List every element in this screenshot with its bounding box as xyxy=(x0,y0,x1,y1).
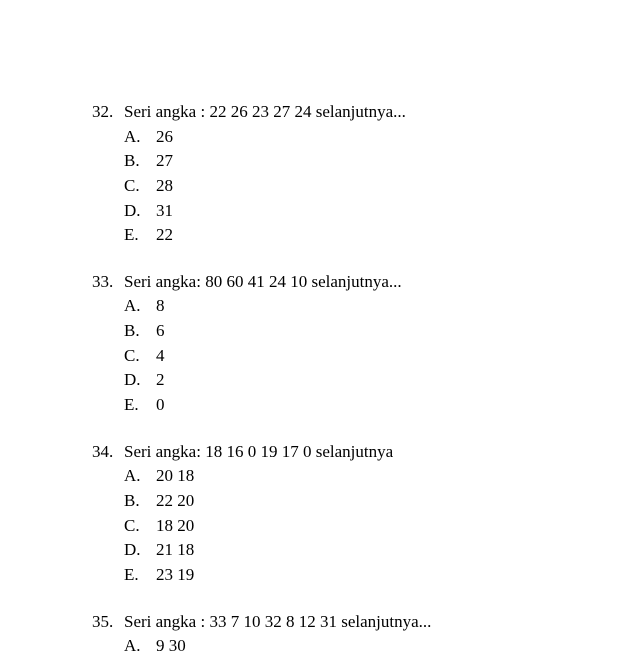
option-d: D. 2 xyxy=(124,368,638,393)
option-value: 27 xyxy=(156,149,638,174)
option-b: B. 6 xyxy=(124,319,638,344)
question-32: 32. Seri angka : 22 26 23 27 24 selanjut… xyxy=(92,100,638,248)
option-c: C. 28 xyxy=(124,174,638,199)
options-list: A. 8 B. 6 C. 4 D. 2 E. 0 xyxy=(92,294,638,417)
options-list: A. 9 30 xyxy=(92,634,638,659)
question-line: 32. Seri angka : 22 26 23 27 24 selanjut… xyxy=(92,100,638,125)
option-c: C. 18 20 xyxy=(124,514,638,539)
option-value: 20 18 xyxy=(156,464,638,489)
document-body: 32. Seri angka : 22 26 23 27 24 selanjut… xyxy=(92,100,638,659)
question-line: 34. Seri angka: 18 16 0 19 17 0 selanjut… xyxy=(92,440,638,465)
option-d: D. 21 18 xyxy=(124,538,638,563)
option-letter: D. xyxy=(124,538,156,563)
option-letter: C. xyxy=(124,514,156,539)
options-list: A. 26 B. 27 C. 28 D. 31 E. 22 xyxy=(92,125,638,248)
option-letter: A. xyxy=(124,125,156,150)
question-number: 32. xyxy=(92,100,124,125)
question-34: 34. Seri angka: 18 16 0 19 17 0 selanjut… xyxy=(92,440,638,588)
option-letter: D. xyxy=(124,368,156,393)
option-c: C. 4 xyxy=(124,344,638,369)
option-b: B. 27 xyxy=(124,149,638,174)
option-a: A. 9 30 xyxy=(124,634,638,659)
option-letter: C. xyxy=(124,344,156,369)
question-33: 33. Seri angka: 80 60 41 24 10 selanjutn… xyxy=(92,270,638,418)
option-letter: A. xyxy=(124,634,156,659)
option-a: A. 20 18 xyxy=(124,464,638,489)
option-letter: A. xyxy=(124,464,156,489)
option-letter: E. xyxy=(124,223,156,248)
option-letter: C. xyxy=(124,174,156,199)
option-b: B. 22 20 xyxy=(124,489,638,514)
option-value: 23 19 xyxy=(156,563,638,588)
option-value: 9 30 xyxy=(156,634,638,659)
question-prompt: Seri angka : 22 26 23 27 24 selanjutnya.… xyxy=(124,100,638,125)
question-35: 35. Seri angka : 33 7 10 32 8 12 31 sela… xyxy=(92,610,638,659)
option-d: D. 31 xyxy=(124,199,638,224)
option-value: 26 xyxy=(156,125,638,150)
question-line: 35. Seri angka : 33 7 10 32 8 12 31 sela… xyxy=(92,610,638,635)
option-e: E. 0 xyxy=(124,393,638,418)
option-letter: B. xyxy=(124,149,156,174)
option-value: 21 18 xyxy=(156,538,638,563)
option-value: 22 xyxy=(156,223,638,248)
option-value: 4 xyxy=(156,344,638,369)
option-a: A. 8 xyxy=(124,294,638,319)
option-a: A. 26 xyxy=(124,125,638,150)
option-letter: D. xyxy=(124,199,156,224)
option-letter: B. xyxy=(124,489,156,514)
option-value: 2 xyxy=(156,368,638,393)
option-e: E. 22 xyxy=(124,223,638,248)
question-line: 33. Seri angka: 80 60 41 24 10 selanjutn… xyxy=(92,270,638,295)
option-value: 8 xyxy=(156,294,638,319)
question-number: 34. xyxy=(92,440,124,465)
options-list: A. 20 18 B. 22 20 C. 18 20 D. 21 18 E. 2… xyxy=(92,464,638,587)
question-number: 33. xyxy=(92,270,124,295)
option-value: 22 20 xyxy=(156,489,638,514)
option-letter: E. xyxy=(124,393,156,418)
option-value: 6 xyxy=(156,319,638,344)
question-prompt: Seri angka: 18 16 0 19 17 0 selanjutnya xyxy=(124,440,638,465)
option-value: 18 20 xyxy=(156,514,638,539)
option-letter: A. xyxy=(124,294,156,319)
option-value: 28 xyxy=(156,174,638,199)
question-number: 35. xyxy=(92,610,124,635)
option-e: E. 23 19 xyxy=(124,563,638,588)
question-prompt: Seri angka : 33 7 10 32 8 12 31 selanjut… xyxy=(124,610,638,635)
option-value: 31 xyxy=(156,199,638,224)
option-letter: B. xyxy=(124,319,156,344)
option-value: 0 xyxy=(156,393,638,418)
question-prompt: Seri angka: 80 60 41 24 10 selanjutnya..… xyxy=(124,270,638,295)
option-letter: E. xyxy=(124,563,156,588)
